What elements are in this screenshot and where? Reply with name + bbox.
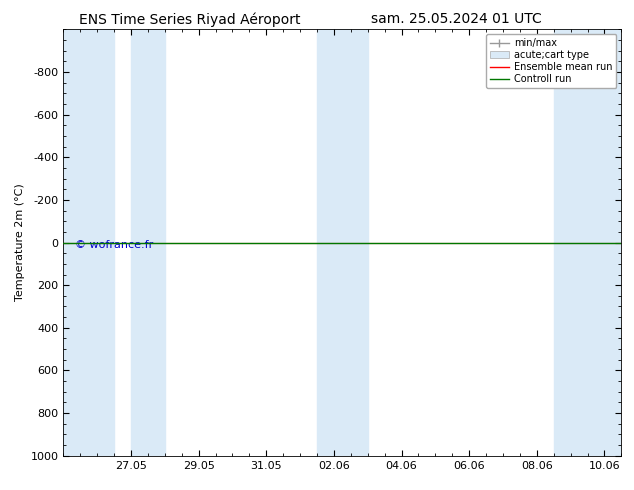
Bar	[317, 29, 368, 456]
Text: © wofrance.fr: © wofrance.fr	[75, 241, 153, 250]
Text: sam. 25.05.2024 01 UTC: sam. 25.05.2024 01 UTC	[371, 12, 542, 26]
Legend: min/max, acute;cart type, Ensemble mean run, Controll run: min/max, acute;cart type, Ensemble mean …	[486, 34, 616, 88]
Bar	[63, 29, 114, 456]
Bar	[131, 29, 165, 456]
Text: ENS Time Series Riyad Aéroport: ENS Time Series Riyad Aéroport	[79, 12, 301, 27]
Y-axis label: Temperature 2m (°C): Temperature 2m (°C)	[15, 184, 25, 301]
Bar	[553, 29, 621, 456]
